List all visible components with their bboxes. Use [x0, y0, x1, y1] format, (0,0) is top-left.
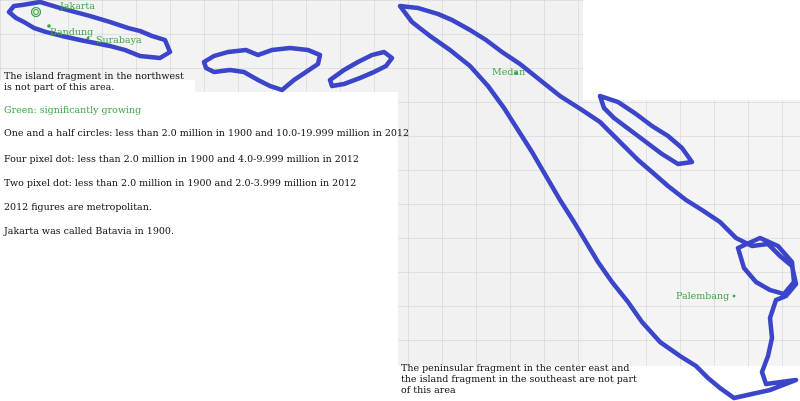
city-label-bandung: Bandung: [50, 27, 94, 38]
medan-marker: [514, 71, 518, 75]
city-label-surabaya: Surabaya: [96, 35, 142, 46]
sumatra-island-outline: [397, 3, 799, 401]
note-northwest-fragment: The island fragment in the northwest is …: [4, 71, 184, 93]
sumbawa-outline: [327, 49, 395, 89]
legend-two-pixel: Two pixel dot: less than 2.0 million in …: [4, 178, 357, 189]
palembang-peninsula-outline: [735, 235, 797, 297]
jakarta-marker: [30, 6, 42, 18]
legend-four-pixel: Four pixel dot: less than 2.0 million in…: [4, 154, 359, 165]
city-label-palembang: Palembang: [676, 291, 730, 302]
legend-circles: One and a half circles: less than 2.0 mi…: [4, 128, 410, 139]
city-label-jakarta: Jakarta: [60, 1, 95, 12]
bandung-marker: [47, 24, 51, 28]
palembang-marker: [732, 294, 736, 298]
bangka-outline: [597, 93, 695, 167]
surabaya-marker: [86, 36, 90, 40]
java-island-outline: [6, 0, 173, 61]
note-southeast-fragments: The peninsular fragment in the center ea…: [401, 363, 637, 396]
city-label-medan: Medan: [492, 67, 526, 78]
bali-lombok-outline: [201, 45, 323, 93]
legend-batavia: Jakarta was called Batavia in 1900.: [4, 226, 174, 237]
legend-green: Green: significantly growing: [4, 105, 142, 116]
legend-metropolitan: 2012 figures are metropolitan.: [4, 202, 152, 213]
